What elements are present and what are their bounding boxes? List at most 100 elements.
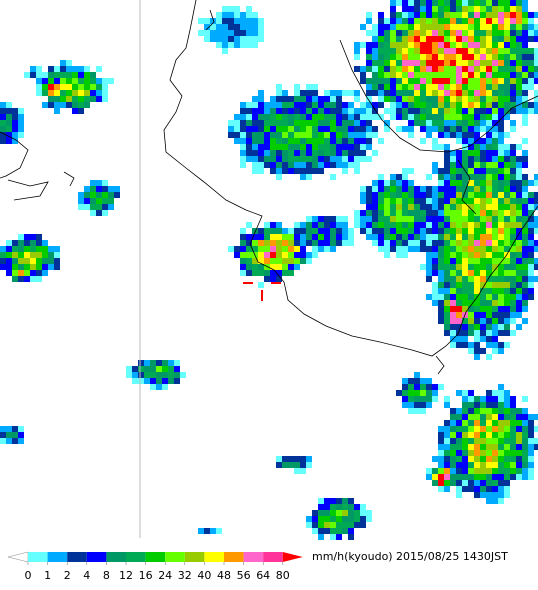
echo-cell (504, 60, 510, 66)
echo-cell (492, 78, 498, 84)
echo-cell (240, 42, 246, 48)
echo-cell (444, 48, 450, 54)
echo-cell (486, 300, 492, 306)
echo-cell (474, 492, 480, 498)
echo-cell (498, 468, 504, 474)
echo-cell (474, 408, 480, 414)
echo-cell (252, 114, 258, 120)
echo-cell (486, 198, 492, 204)
echo-cell (342, 90, 348, 96)
echo-cell (240, 18, 246, 24)
echo-cell (84, 84, 90, 90)
echo-cell (294, 156, 300, 162)
echo-cell (516, 54, 522, 60)
echo-cell (456, 414, 462, 420)
echo-cell (528, 450, 534, 456)
echo-cell (366, 120, 372, 126)
echo-cell (480, 306, 486, 312)
echo-cell (528, 72, 534, 78)
echo-cell (504, 288, 510, 294)
echo-cell (318, 504, 324, 510)
echo-cell (498, 294, 504, 300)
echo-cell (234, 120, 240, 126)
echo-cell (420, 384, 426, 390)
echo-cell (516, 156, 522, 162)
echo-cell (432, 114, 438, 120)
echo-cell (480, 18, 486, 24)
echo-cell (462, 342, 468, 348)
echo-cell (288, 102, 294, 108)
echo-cell (474, 330, 480, 336)
echo-cell (36, 252, 42, 258)
echo-cell (162, 384, 168, 390)
echo-cell (36, 234, 42, 240)
echo-cell (390, 192, 396, 198)
echo-cell (408, 180, 414, 186)
echo-cell (498, 144, 504, 150)
echo-cell (132, 366, 138, 372)
echo-cell (432, 108, 438, 114)
echo-cell (366, 60, 372, 66)
echo-cell (210, 18, 216, 24)
coast-bay (339, 39, 538, 153)
echo-cell (300, 228, 306, 234)
echo-cell (102, 96, 108, 102)
echo-cell (456, 390, 462, 396)
echo-cell (528, 456, 534, 462)
echo-cell (300, 468, 306, 474)
echo-cell (450, 438, 456, 444)
echo-cell (90, 186, 96, 192)
echo-cell (516, 306, 522, 312)
echo-cell (408, 240, 414, 246)
echo-cell (462, 162, 468, 168)
echo-cell (480, 408, 486, 414)
echo-cell (474, 468, 480, 474)
echo-cell (504, 108, 510, 114)
echo-cell (444, 450, 450, 456)
echo-cell (468, 78, 474, 84)
echo-cell (288, 264, 294, 270)
echo-cell (264, 126, 270, 132)
echo-cell (492, 48, 498, 54)
echo-cell (288, 156, 294, 162)
echo-cell (432, 120, 438, 126)
echo-cell (384, 234, 390, 240)
echo-cell (108, 78, 114, 84)
echo-cell (492, 270, 498, 276)
echo-cell (264, 222, 270, 228)
echo-cell (528, 204, 534, 210)
echo-cell (438, 456, 444, 462)
echo-cell (420, 204, 426, 210)
echo-cell (204, 36, 210, 42)
echo-cell (420, 186, 426, 192)
echo-cell (486, 132, 492, 138)
echo-cell (510, 84, 516, 90)
echo-cell (522, 282, 528, 288)
echo-cell (258, 108, 264, 114)
echo-cell (444, 30, 450, 36)
echo-cell (360, 228, 366, 234)
echo-cell (378, 72, 384, 78)
echo-cell (306, 132, 312, 138)
echo-cell (438, 198, 444, 204)
echo-cell (420, 0, 426, 6)
echo-cell (312, 132, 318, 138)
echo-cell (462, 450, 468, 456)
echo-cell (450, 426, 456, 432)
echo-cell (462, 204, 468, 210)
echo-cell (492, 24, 498, 30)
echo-cell (378, 222, 384, 228)
echo-cell (360, 198, 366, 204)
echo-cell (264, 264, 270, 270)
echo-cell (528, 432, 534, 438)
echo-cell (444, 180, 450, 186)
echo-cell (246, 264, 252, 270)
echo-cell (492, 156, 498, 162)
echo-cell (330, 156, 336, 162)
legend-unit: mm/h(kyoudo) (312, 550, 393, 563)
echo-cell (522, 90, 528, 96)
echo-cell (492, 186, 498, 192)
echo-cell (468, 234, 474, 240)
echo-cell (378, 240, 384, 246)
echo-cell (396, 72, 402, 78)
